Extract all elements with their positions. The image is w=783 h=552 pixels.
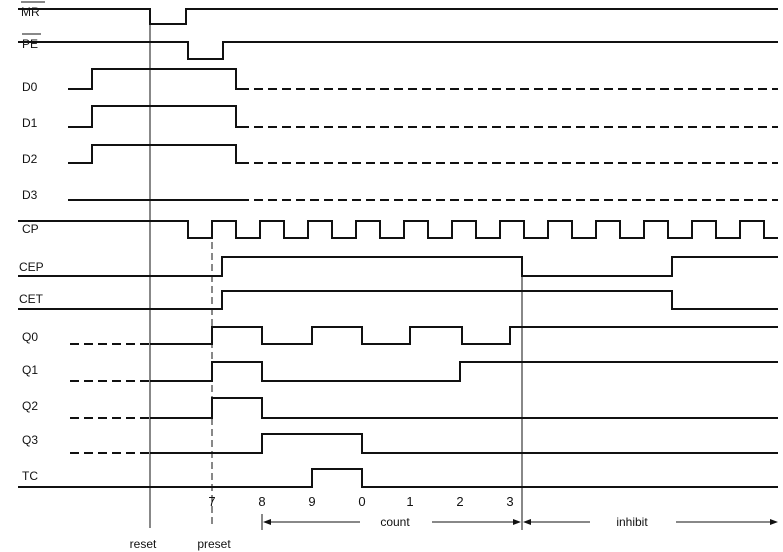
waveform-d2 xyxy=(68,144,240,164)
count-tick-8: 8 xyxy=(258,494,265,509)
signal-label-cp: CP xyxy=(22,222,39,236)
waveform-d0 xyxy=(68,68,240,90)
signal-label-d2: D2 xyxy=(22,152,38,166)
waveform-cet xyxy=(18,290,778,310)
waveform-q2 xyxy=(150,397,778,419)
reset-label: reset xyxy=(130,537,157,551)
signal-label-mr: MR xyxy=(21,5,40,19)
inhibit-arrowhead-right xyxy=(770,519,778,525)
count-phase-label: count xyxy=(380,515,410,529)
inhibit-phase-label: inhibit xyxy=(616,515,648,529)
signal-label-q2: Q2 xyxy=(22,399,38,413)
waveform-d1 xyxy=(68,105,240,128)
count-tick-0: 0 xyxy=(358,494,365,509)
count-tick-9: 9 xyxy=(308,494,315,509)
count-arrowhead-right xyxy=(513,519,521,525)
signal-label-q3: Q3 xyxy=(22,433,38,447)
waveform-tc xyxy=(18,468,778,488)
waveform-q1 xyxy=(150,361,778,382)
signal-label-tc: TC xyxy=(22,469,38,483)
signal-label-pe: PE xyxy=(22,37,38,51)
count-tick-7: 7 xyxy=(208,494,215,509)
waveform-pe xyxy=(18,41,778,60)
waveform-q3 xyxy=(150,433,778,454)
signal-label-cet: CET xyxy=(19,292,44,306)
signal-label-q1: Q1 xyxy=(22,363,38,377)
count-arrowhead-left xyxy=(263,519,271,525)
waveform-cep xyxy=(18,256,778,277)
preset-label: preset xyxy=(197,537,231,551)
waveform-q0 xyxy=(150,326,778,345)
count-tick-3: 3 xyxy=(506,494,513,509)
signal-label-cep: CEP xyxy=(19,260,44,274)
signal-label-d3: D3 xyxy=(22,188,38,202)
signal-label-q0: Q0 xyxy=(22,330,38,344)
inhibit-arrowhead-left xyxy=(523,519,531,525)
signal-label-d0: D0 xyxy=(22,80,38,94)
signal-label-d1: D1 xyxy=(22,116,38,130)
count-tick-1: 1 xyxy=(406,494,413,509)
count-tick-2: 2 xyxy=(456,494,463,509)
waveform-mr xyxy=(18,8,778,25)
waveform-cp xyxy=(18,220,778,239)
